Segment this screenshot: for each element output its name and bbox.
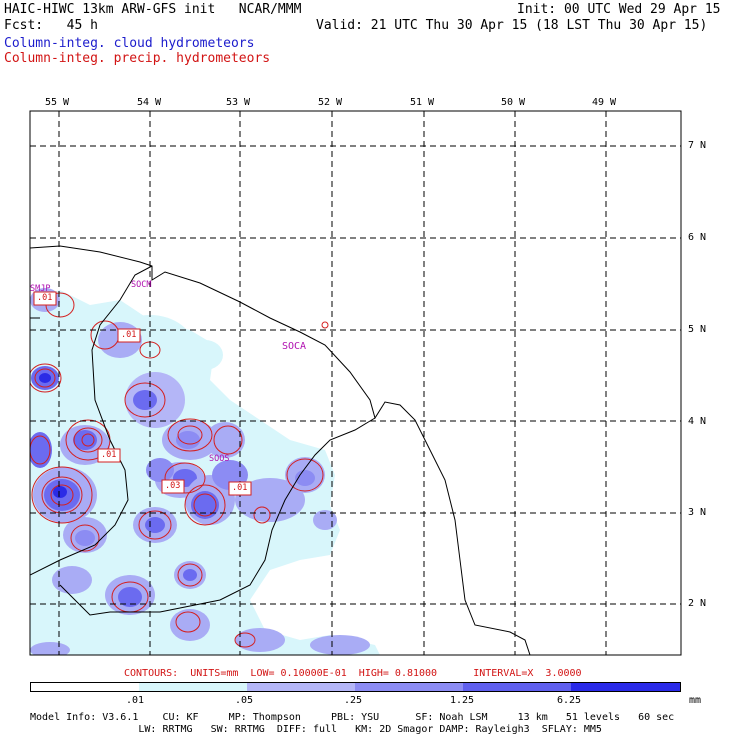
- station-label: SOOS: [209, 454, 230, 464]
- station-label: SOCA: [282, 341, 307, 352]
- contour-label: .03: [165, 481, 181, 491]
- contour-label: .01: [232, 483, 248, 493]
- legend-swatch: [31, 683, 140, 691]
- legend-tick: .01: [126, 695, 145, 706]
- map-frame: [29, 110, 682, 656]
- contour-label: .01: [101, 450, 117, 460]
- lat-label: 6 N: [688, 232, 707, 243]
- plot-title: HAIC-HIWC 13km ARW-GFS init NCAR/MMM: [4, 2, 302, 17]
- legend-swatch: [355, 683, 464, 691]
- lat-label: 3 N: [688, 507, 707, 518]
- cloud-hydrometeor-shading: [30, 288, 380, 655]
- station-label: SOCM: [131, 280, 152, 290]
- lat-label: 2 N: [688, 598, 707, 609]
- lon-ticks: [58, 111, 607, 117]
- legend-tick: .05: [235, 695, 254, 706]
- lon-label: 55 W: [45, 97, 70, 108]
- legend-swatch: [571, 683, 680, 691]
- legend-tick: 6.25: [557, 695, 582, 706]
- model-info-line1: Model Info: V3.6.1 CU: KF MP: Thompson P…: [30, 712, 675, 723]
- latlon-grid: [30, 111, 681, 655]
- legend-units: mm: [689, 695, 702, 706]
- lon-label: 54 W: [137, 97, 162, 108]
- lat-label: 4 N: [688, 416, 707, 427]
- lon-label: 52 W: [318, 97, 343, 108]
- lat-label: 7 N: [688, 140, 707, 151]
- cloud-field-label: Column-integ. cloud hydrometeors: [4, 36, 255, 51]
- legend-swatch: [463, 683, 572, 691]
- lon-label: 53 W: [226, 97, 251, 108]
- init-time: Init: 00 UTC Wed 29 Apr 15: [517, 2, 721, 17]
- contour-label: .01: [121, 330, 137, 340]
- contour-label: .01: [37, 293, 53, 303]
- color-legend: [30, 682, 681, 692]
- valid-time: Valid: 21 UTC Thu 30 Apr 15 (18 LST Thu …: [316, 18, 708, 33]
- legend-tick: .25: [344, 695, 363, 706]
- contours-info: CONTOURS: UNITS=mm LOW= 0.10000E-01 HIGH…: [124, 668, 582, 679]
- forecast-hour: Fcst: 45 h: [4, 18, 98, 33]
- legend-tick: 1.25: [450, 695, 475, 706]
- lon-label: 49 W: [592, 97, 617, 108]
- station-label: SMJP: [30, 284, 51, 294]
- lon-label: 51 W: [410, 97, 435, 108]
- legend-swatch: [247, 683, 356, 691]
- legend-swatch: [139, 683, 248, 691]
- model-info-line2: LW: RRTMG SW: RRTMG DIFF: full KM: 2D Sm…: [30, 724, 602, 735]
- lon-label: 50 W: [501, 97, 526, 108]
- precip-field-label: Column-integ. precip. hydrometeors: [4, 51, 271, 66]
- lat-label: 5 N: [688, 324, 707, 335]
